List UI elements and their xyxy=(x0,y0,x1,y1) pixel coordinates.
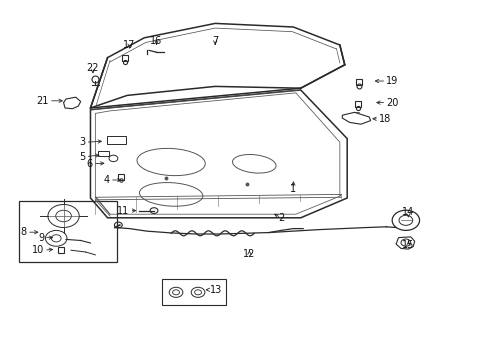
Text: 16: 16 xyxy=(150,36,163,46)
Text: 8: 8 xyxy=(20,227,27,237)
Text: 1: 1 xyxy=(290,184,296,194)
Text: 2: 2 xyxy=(278,213,284,223)
Text: 22: 22 xyxy=(86,63,99,73)
Text: 21: 21 xyxy=(37,96,49,106)
Text: 11: 11 xyxy=(117,206,129,216)
Text: 7: 7 xyxy=(212,36,218,46)
Text: 15: 15 xyxy=(401,240,414,250)
Text: 13: 13 xyxy=(210,285,222,295)
Text: 3: 3 xyxy=(79,137,85,147)
Text: 19: 19 xyxy=(386,76,398,86)
Text: 10: 10 xyxy=(32,245,44,255)
Text: 4: 4 xyxy=(103,175,110,185)
Text: 6: 6 xyxy=(86,159,93,169)
Text: 17: 17 xyxy=(123,40,136,50)
Bar xyxy=(98,151,108,156)
Text: 5: 5 xyxy=(79,152,85,162)
Text: 14: 14 xyxy=(401,207,414,217)
Text: 12: 12 xyxy=(243,249,255,259)
Text: 9: 9 xyxy=(38,233,44,243)
Text: 18: 18 xyxy=(378,114,390,124)
Text: 20: 20 xyxy=(386,98,398,108)
